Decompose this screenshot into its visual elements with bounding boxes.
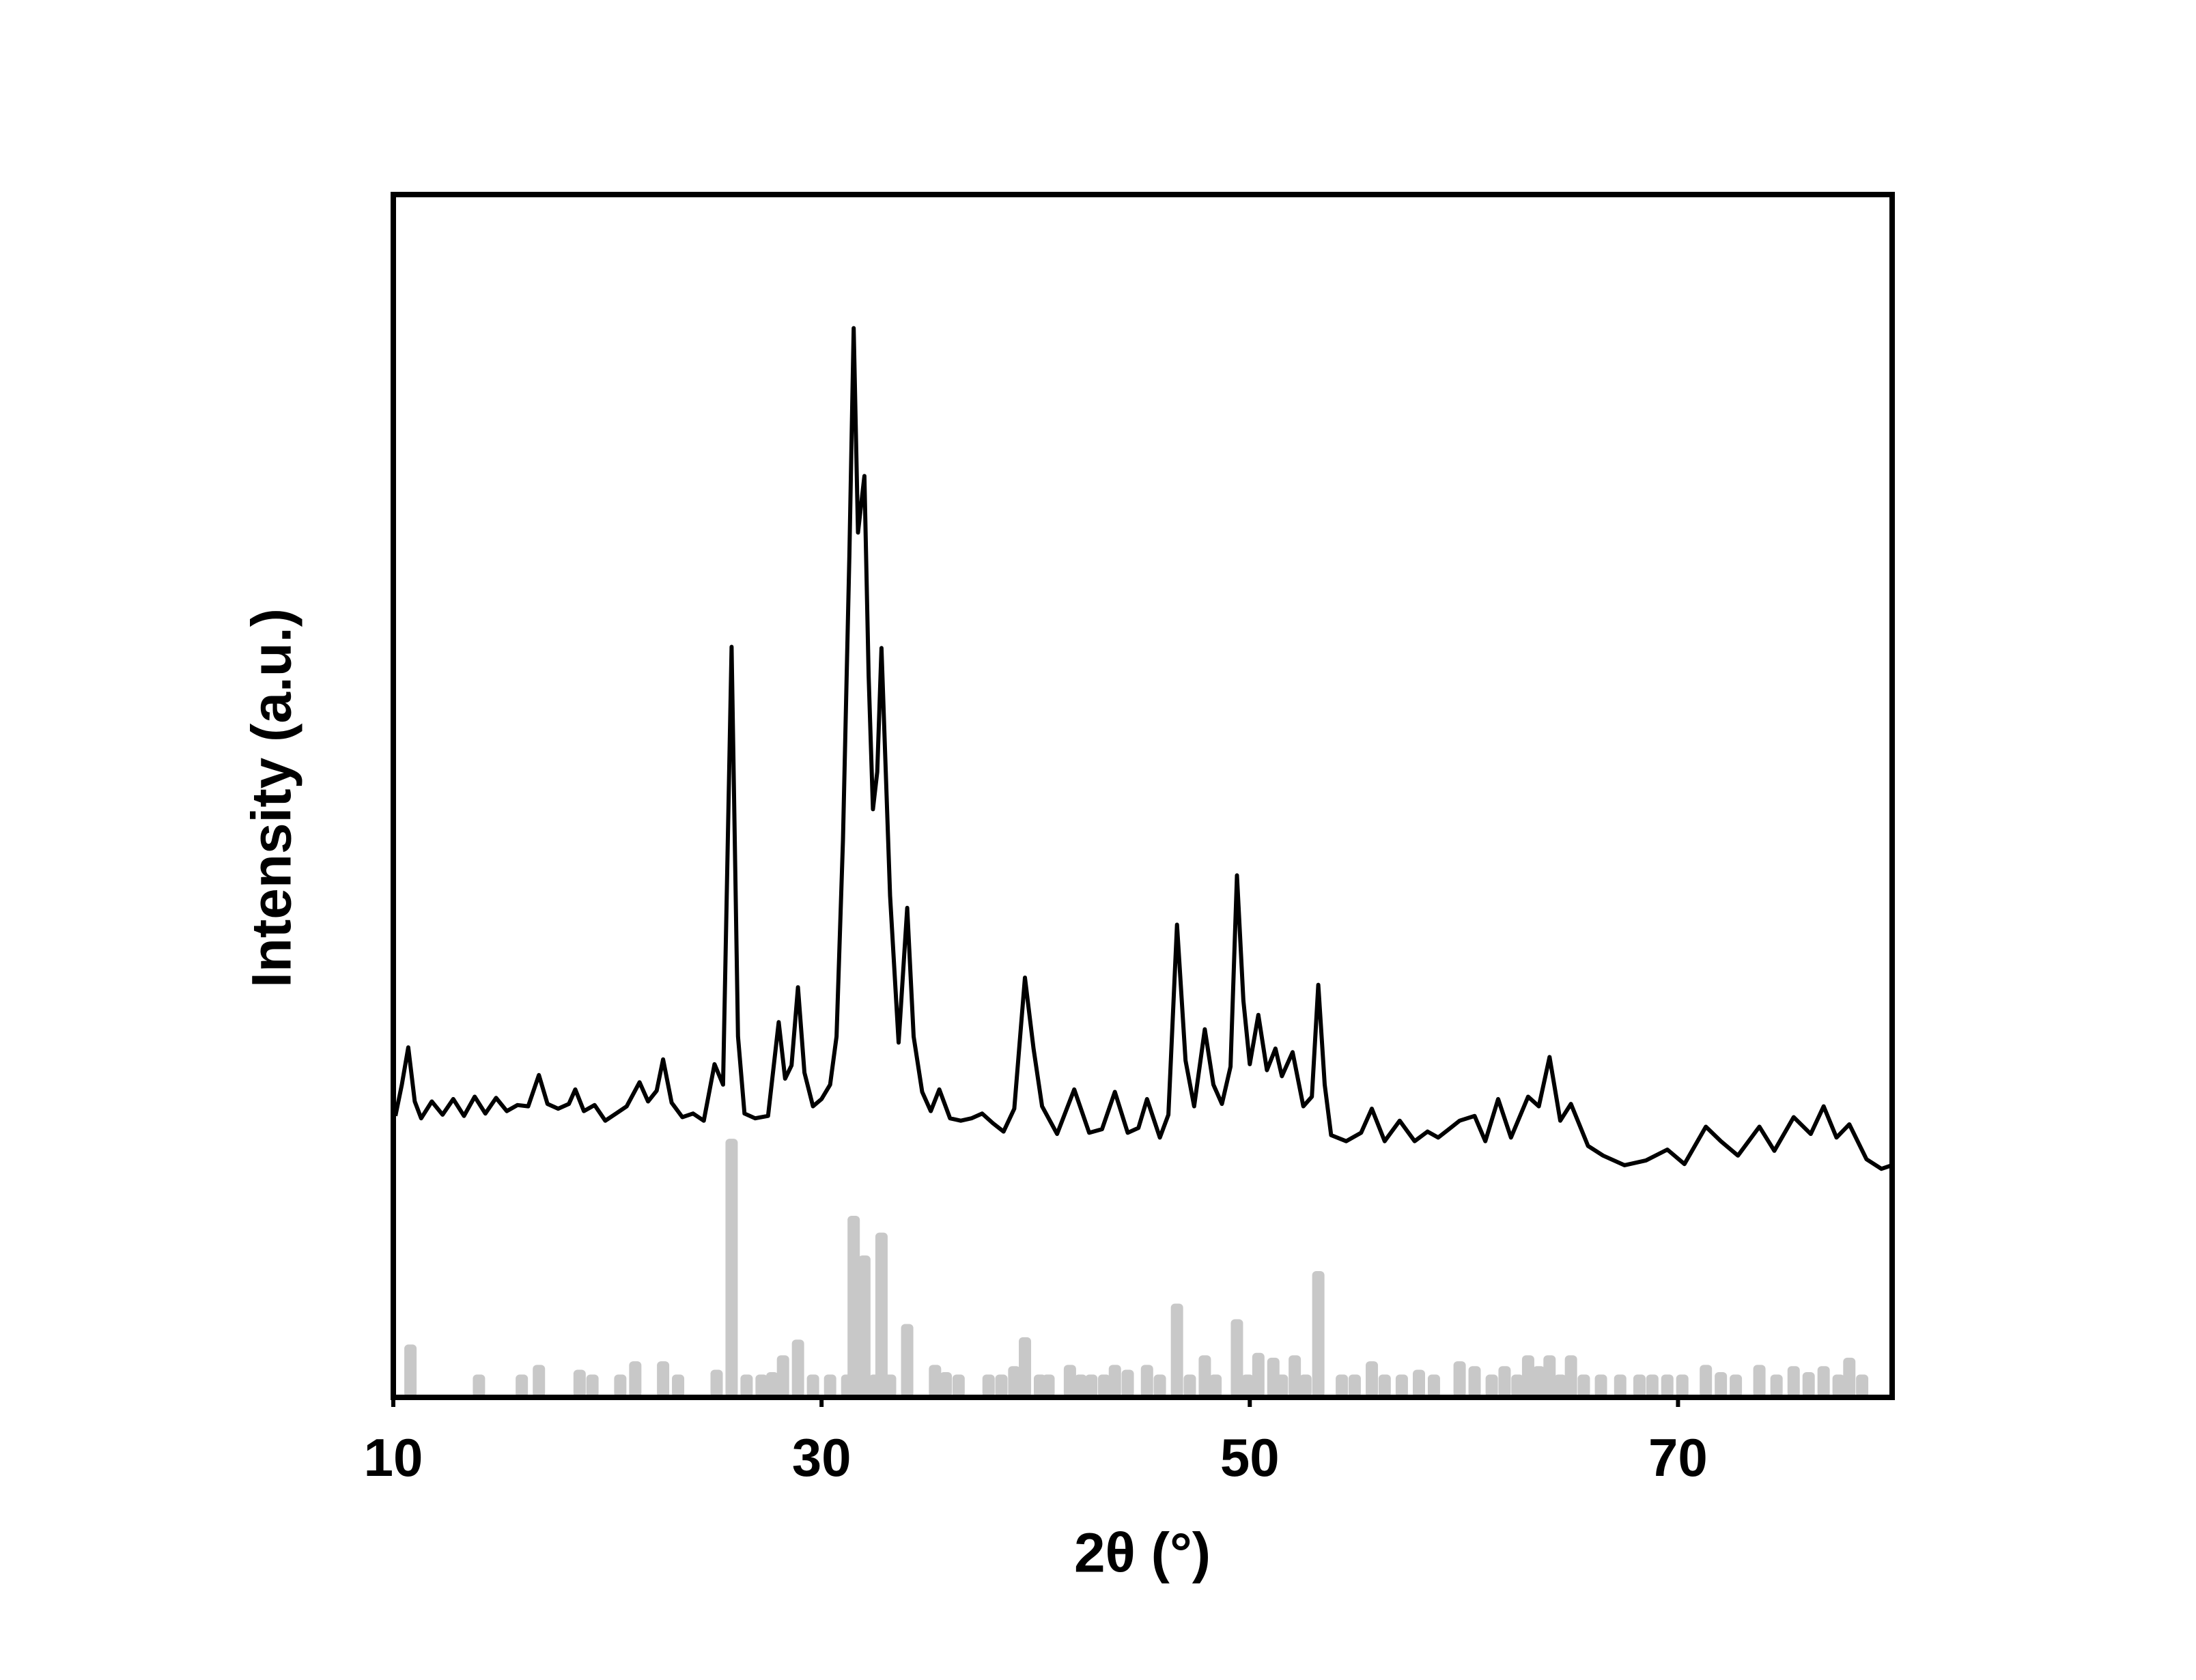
reference-stick xyxy=(1209,1374,1222,1397)
reference-stick xyxy=(1543,1355,1556,1397)
reference-stick xyxy=(1521,1355,1534,1397)
reference-stick xyxy=(1787,1366,1800,1397)
x-tick-label: 10 xyxy=(364,1427,423,1487)
reference-stick xyxy=(940,1371,953,1397)
reference-stick xyxy=(1577,1374,1590,1397)
reference-stick xyxy=(1042,1374,1055,1397)
reference-stick xyxy=(1413,1369,1426,1397)
x-tick-label: 50 xyxy=(1220,1427,1280,1487)
reference-stick xyxy=(1289,1355,1301,1397)
reference-stick xyxy=(1336,1374,1349,1397)
reference-stick xyxy=(1098,1374,1111,1397)
reference-stick xyxy=(995,1374,1008,1397)
reference-stick xyxy=(740,1374,753,1397)
reference-stick xyxy=(766,1371,779,1397)
reference-stick xyxy=(1427,1374,1440,1397)
reference-stick xyxy=(1063,1365,1076,1397)
reference-stick xyxy=(1832,1374,1845,1397)
reference-stick xyxy=(847,1215,860,1397)
reference-stick xyxy=(884,1374,897,1397)
reference-stick xyxy=(1511,1374,1524,1397)
reference-stick xyxy=(1770,1374,1783,1397)
reference-stick xyxy=(755,1374,768,1397)
reference-stick xyxy=(1843,1357,1856,1397)
reference-stick xyxy=(875,1232,888,1397)
reference-stick xyxy=(710,1369,723,1397)
reference-stick xyxy=(473,1374,485,1397)
reference-stick xyxy=(404,1344,417,1397)
reference-stick xyxy=(614,1374,627,1397)
reference-stick xyxy=(858,1255,871,1397)
reference-stick xyxy=(1594,1374,1607,1397)
reference-stick xyxy=(1646,1374,1659,1397)
reference-stick xyxy=(1276,1374,1289,1397)
reference-stick xyxy=(1085,1374,1098,1397)
reference-stick xyxy=(1453,1361,1466,1397)
reference-stick xyxy=(1140,1365,1153,1397)
reference-stick xyxy=(1183,1374,1196,1397)
reference-stick xyxy=(1198,1355,1211,1397)
reference-stick xyxy=(806,1374,819,1397)
pattern-line xyxy=(393,326,1893,1171)
reference-stick xyxy=(1553,1374,1566,1397)
reference-stick xyxy=(824,1374,836,1397)
reference-stick xyxy=(1395,1374,1408,1397)
reference-stick xyxy=(1753,1365,1766,1397)
reference-stick xyxy=(1153,1374,1166,1397)
reference-stick xyxy=(1299,1374,1312,1397)
reference-stick xyxy=(1312,1270,1325,1397)
reference-stick xyxy=(1019,1337,1032,1397)
reference-stick xyxy=(1366,1361,1379,1397)
reference-stick xyxy=(1676,1374,1689,1397)
reference-stick xyxy=(982,1374,995,1397)
reference-stick xyxy=(1532,1366,1545,1397)
reference-stick xyxy=(1564,1355,1577,1397)
reference-stick xyxy=(1108,1365,1121,1397)
reference-stick xyxy=(776,1355,789,1397)
y-axis-label: Intensity (a.u.) xyxy=(241,608,303,988)
reference-stick xyxy=(1121,1369,1134,1397)
reference-stick xyxy=(657,1361,670,1397)
reference-stick xyxy=(1008,1366,1021,1397)
reference-stick xyxy=(1856,1374,1869,1397)
reference-stick xyxy=(1485,1374,1498,1397)
reference-stick xyxy=(1498,1366,1511,1397)
reference-stick xyxy=(725,1139,738,1397)
reference-stick xyxy=(573,1369,586,1397)
plot-frame xyxy=(391,192,1895,1400)
reference-stick xyxy=(1633,1374,1646,1397)
reference-stick xyxy=(1802,1371,1815,1397)
reference-stick xyxy=(672,1374,685,1397)
reference-stick xyxy=(629,1361,642,1397)
x-tick-label: 70 xyxy=(1648,1427,1708,1487)
reference-stick xyxy=(791,1339,804,1397)
reference-stick xyxy=(1468,1366,1481,1397)
reference-stick xyxy=(929,1365,942,1397)
reference-stick xyxy=(1348,1374,1361,1397)
reference-stick xyxy=(586,1374,599,1397)
reference-stick xyxy=(1230,1319,1243,1397)
reference-stick xyxy=(1074,1374,1087,1397)
reference-stick xyxy=(1614,1374,1627,1397)
reference-stick xyxy=(1700,1365,1713,1397)
reference-stick xyxy=(1170,1303,1183,1397)
reference-stick xyxy=(533,1365,546,1397)
reference-stick xyxy=(1661,1374,1674,1397)
reference-stick xyxy=(1730,1374,1743,1397)
reference-stick xyxy=(1817,1366,1830,1397)
x-axis-label: 2θ (°) xyxy=(1074,1522,1211,1584)
reference-stick xyxy=(952,1374,965,1397)
x-tick-label: 30 xyxy=(792,1427,851,1487)
reference-stick xyxy=(1378,1374,1391,1397)
reference-stick xyxy=(516,1374,529,1397)
reference-stick xyxy=(901,1324,914,1397)
reference-stick xyxy=(1715,1371,1728,1397)
reference-stick xyxy=(1252,1352,1265,1397)
reference-stick xyxy=(1241,1374,1254,1397)
